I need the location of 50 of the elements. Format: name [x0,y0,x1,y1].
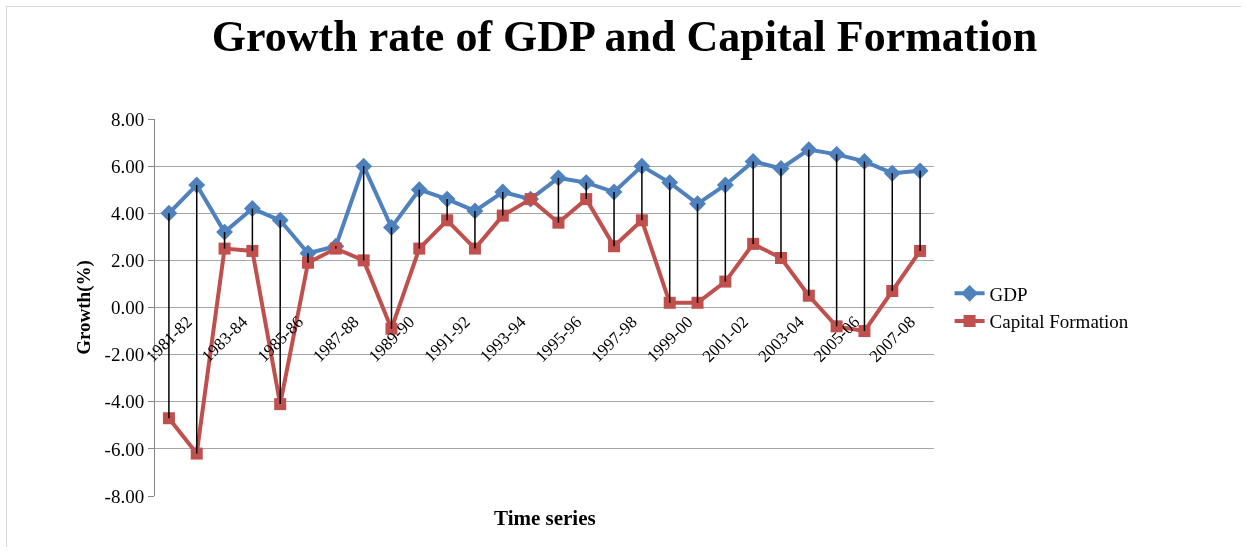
chart-title: Growth rate of GDP and Capital Formation [211,12,1038,62]
point [580,193,593,206]
point [218,242,231,255]
y-tick-label: 6.00 [110,155,145,177]
y-tick-label: -2.00 [104,344,145,366]
y-tick-label: 0.00 [110,297,145,319]
point [383,218,400,236]
point [691,296,704,309]
point [914,244,927,257]
y-tick-label: -6.00 [104,438,145,460]
point [549,169,567,187]
point [635,214,648,227]
point [661,174,679,192]
point [162,412,175,425]
point [886,285,899,298]
point [856,152,873,170]
point [663,296,676,309]
point [468,242,481,255]
point [243,200,261,217]
point [216,223,233,241]
y-tick-label: -8.00 [104,485,145,507]
point [719,275,732,288]
point [188,176,206,194]
legend-label: Capital Formation [989,311,1129,333]
point [413,242,426,255]
x-axis-title: Time series [494,506,596,530]
point [552,216,565,229]
point [441,214,454,227]
point [774,252,787,265]
point [883,164,901,182]
y-axis-title: Growth(%) [73,260,96,355]
y-tick-label: -4.00 [104,391,145,413]
y-tick-label: 4.00 [110,202,145,224]
point [716,176,734,194]
point [410,181,428,199]
point [747,237,760,250]
point [802,289,815,302]
point [246,244,259,257]
point [355,157,373,175]
y-tick-label: 8.00 [110,108,145,130]
point [608,240,621,253]
point [496,209,509,222]
point [357,254,370,267]
point [689,195,706,213]
point [190,447,203,460]
y-tick-label: 2.00 [110,250,145,272]
point [302,256,315,269]
point [274,398,287,411]
legend-label: GDP [989,283,1028,305]
point [828,145,846,163]
